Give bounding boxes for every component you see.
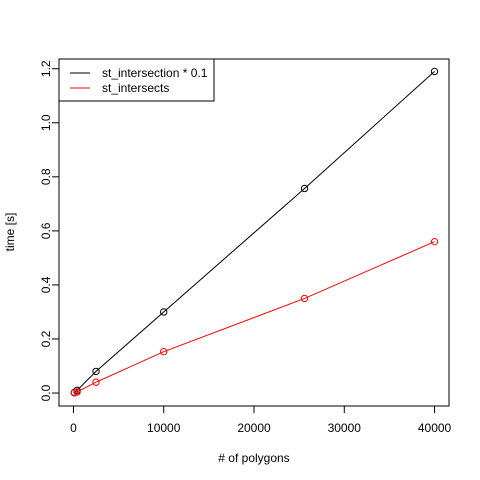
series-0 — [70, 67, 439, 397]
series-1 — [70, 237, 439, 397]
y-tick-label: 0.0 — [39, 384, 53, 401]
legend-label-st-intersection: st_intersection * 0.1 — [102, 66, 208, 80]
data-point — [73, 388, 81, 396]
x-tick-label: 10000 — [147, 421, 181, 435]
data-point — [92, 378, 100, 386]
data-point — [430, 237, 439, 246]
x-tick-label: 20000 — [237, 421, 271, 435]
y-axis-title: time [s] — [3, 213, 17, 252]
series-line — [74, 241, 435, 394]
y-tick-label: 0.2 — [39, 330, 53, 347]
legend-box — [58, 58, 215, 102]
y-tick-label: 0.8 — [39, 168, 53, 185]
data-point — [160, 308, 168, 316]
y-tick-label: 0.4 — [39, 276, 53, 293]
legend: st_intersection * 0.1 st_intersects — [58, 58, 215, 102]
y-tick-label: 0.6 — [39, 222, 53, 239]
x-tick-label: 40000 — [418, 421, 452, 435]
legend-label-st-intersects: st_intersects — [102, 81, 169, 95]
x-tick-label: 0 — [70, 421, 77, 435]
y-tick-label: 1.0 — [39, 114, 53, 131]
data-point — [160, 347, 168, 356]
y-axis: 0.0 0.2 0.4 0.6 0.8 1.0 1.2 — [39, 60, 60, 401]
data-point — [430, 67, 439, 76]
data-point — [300, 184, 309, 193]
data-point — [92, 367, 100, 376]
y-tick-label: 1.2 — [39, 60, 53, 77]
series-line — [74, 71, 435, 393]
x-axis: 0 10000 20000 30000 40000 — [70, 405, 452, 435]
series-layer — [70, 67, 439, 397]
data-point — [300, 294, 309, 303]
x-axis-title: # of polygons — [218, 451, 289, 465]
x-tick-label: 30000 — [328, 421, 362, 435]
